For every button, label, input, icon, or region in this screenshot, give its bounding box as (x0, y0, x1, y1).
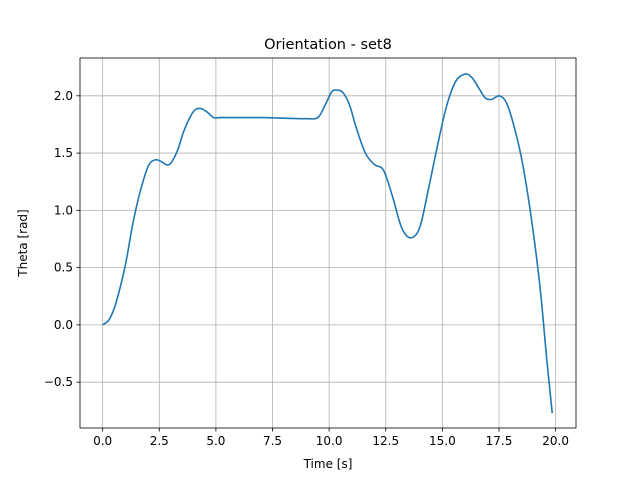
x-tick-label: 0.0 (93, 434, 112, 448)
x-tick-label: 5.0 (206, 434, 225, 448)
y-tick-label: −0.5 (44, 375, 73, 389)
x-tick-label: 12.5 (372, 434, 399, 448)
plot-frame (79, 57, 577, 429)
series-line (102, 73, 554, 414)
x-tick-label: 10.0 (316, 434, 343, 448)
y-tick-label: 1.0 (54, 203, 73, 217)
y-axis-label: Theta [rad] (16, 209, 30, 277)
x-tick-label: 20.0 (542, 434, 569, 448)
x-tick-label: 15.0 (429, 434, 456, 448)
x-tick-label: 17.5 (486, 434, 513, 448)
y-tick-label: 0.5 (54, 261, 73, 275)
x-tick-label: 7.5 (263, 434, 282, 448)
x-axis-label: Time [s] (303, 457, 353, 471)
y-tick-label: 2.0 (54, 89, 73, 103)
y-tick-label: 1.5 (54, 146, 73, 160)
x-tick-label: 2.5 (150, 434, 169, 448)
chart-title: Orientation - set8 (264, 37, 392, 53)
y-tick-label: 0.0 (54, 318, 73, 332)
